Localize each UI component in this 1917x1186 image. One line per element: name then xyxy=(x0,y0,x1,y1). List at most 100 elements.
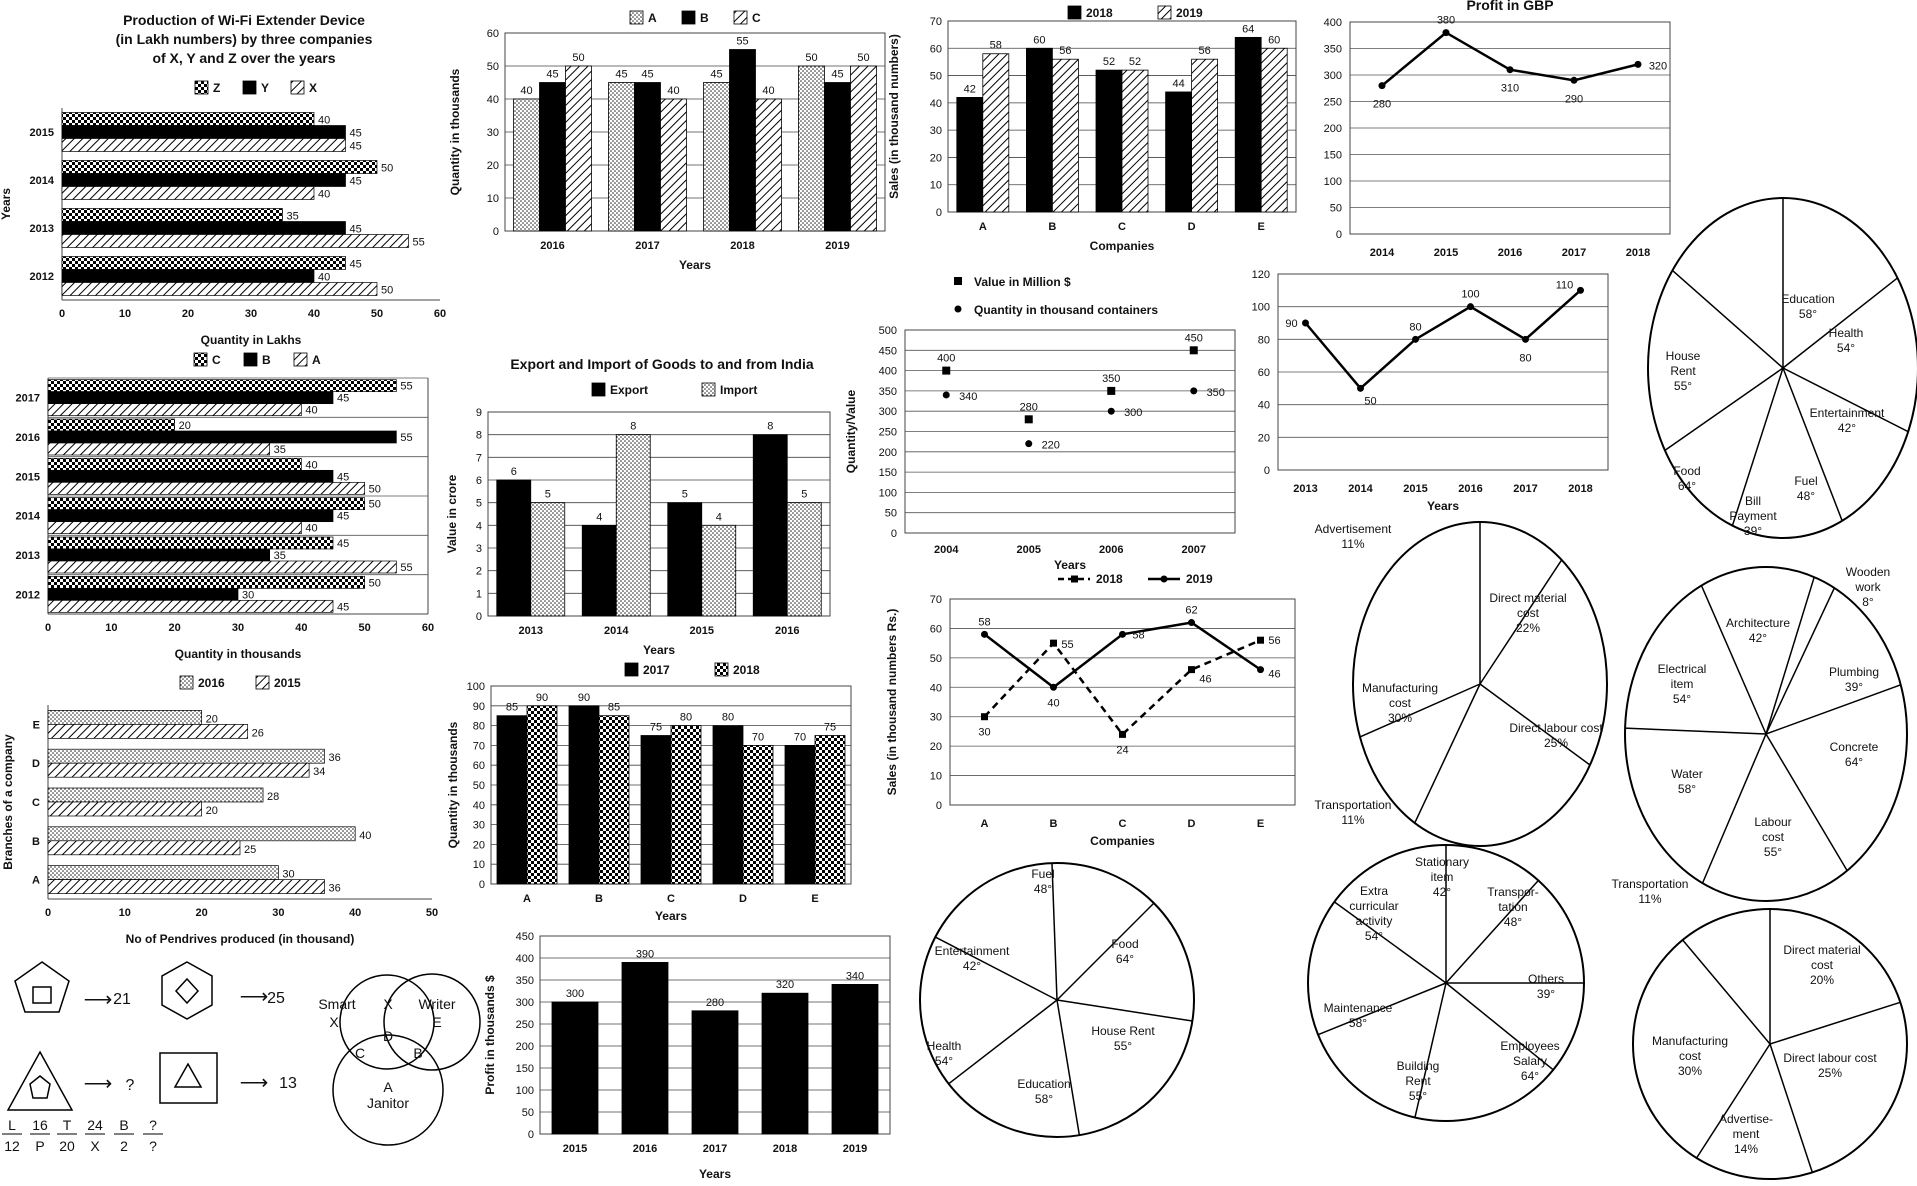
y-tick-label: 350 xyxy=(1324,44,1342,56)
x-tick-label: 2017 xyxy=(1562,247,1586,259)
slice-label: Manufacturing xyxy=(1652,1034,1728,1048)
data-label: 50 xyxy=(369,483,381,495)
x-tick-label: 50 xyxy=(371,308,383,320)
plot-frame xyxy=(949,598,1296,806)
data-label: 390 xyxy=(636,948,654,960)
bar-2018-D xyxy=(742,745,774,885)
x-tick-label: 0 xyxy=(45,622,51,634)
y-tick-label: 50 xyxy=(1330,203,1342,215)
bar-Export-2013 xyxy=(496,479,532,617)
x-axis-title: Companies xyxy=(1090,834,1155,848)
y-tick-label: 30 xyxy=(930,125,942,137)
y-tick-label: 40 xyxy=(930,682,942,694)
y-axis-title: Sales (in thousand numbers Rs.) xyxy=(885,609,899,796)
rectangle-shape xyxy=(159,1052,218,1104)
bar-A-2015 xyxy=(47,481,366,495)
y-axis-title: Years xyxy=(0,188,13,220)
data-label: 90 xyxy=(578,692,590,704)
slice-label: item xyxy=(1431,870,1454,884)
legend-swatch xyxy=(733,10,748,25)
slice-label: tation xyxy=(1498,900,1527,914)
data-label: 50 xyxy=(381,285,393,297)
data-label: 40 xyxy=(305,405,317,417)
data-label: 380 xyxy=(1437,15,1455,27)
x-tick-label: E xyxy=(811,893,818,905)
x-tick-label: D xyxy=(1188,221,1196,233)
bar-2018-B xyxy=(1026,47,1053,213)
slice-label: Building xyxy=(1397,1059,1440,1073)
slice-value: 64° xyxy=(1845,755,1863,769)
data-label: 55 xyxy=(400,562,412,574)
slice-education xyxy=(948,999,1058,1085)
slice-value: 54° xyxy=(935,1054,953,1068)
x-tick-label: A xyxy=(981,818,989,830)
x-axis-title: Quantity in Lakhs xyxy=(201,333,302,347)
data-label: 50 xyxy=(1364,395,1376,407)
legend-label: C xyxy=(752,11,761,25)
x-tick-label: 2018 xyxy=(730,240,754,252)
x-tick-label: D xyxy=(1188,818,1196,830)
slice-building-rent xyxy=(1414,982,1447,1118)
y-tick-label: 70 xyxy=(930,594,942,606)
slice-food xyxy=(1664,367,1784,452)
point-marker xyxy=(1107,407,1115,415)
fraction-top: T xyxy=(63,1117,72,1133)
bar-X-2014 xyxy=(61,186,315,200)
y-tick-label: 10 xyxy=(473,859,485,871)
y-tick-label: 20 xyxy=(1258,432,1270,444)
shape-result: 13 xyxy=(279,1075,297,1092)
slice-label: Extra xyxy=(1360,884,1388,898)
point-marker xyxy=(1189,346,1198,355)
slice-label: Architecture xyxy=(1726,616,1790,630)
chart-title: Export and Import of Goods to and from I… xyxy=(510,356,814,372)
slice-label: Food xyxy=(1111,937,1138,951)
slice-label: Salary xyxy=(1513,1054,1547,1068)
y-tick-label: 2013 xyxy=(16,550,40,562)
bar-C-2019 xyxy=(850,65,877,232)
legend-swatch xyxy=(629,10,644,25)
pentagon-shape xyxy=(14,961,70,1013)
slice-label: Direct labour cost xyxy=(1509,721,1603,735)
slice-direct-material-cost xyxy=(1479,559,1563,685)
point-marker xyxy=(1257,636,1264,644)
slice-entertainment xyxy=(1051,863,1058,1001)
y-tick-label: 250 xyxy=(516,1019,534,1031)
data-label: 45 xyxy=(710,69,722,81)
bar-2018-A xyxy=(526,705,558,885)
legend-label: Value in Million $ xyxy=(974,275,1071,289)
bar-C-2018 xyxy=(755,98,782,232)
y-tick-label: C xyxy=(32,797,40,809)
legend-label: Quantity in thousand containers xyxy=(974,303,1158,317)
inner-square-shape xyxy=(32,986,52,1004)
y-tick-label: 250 xyxy=(1324,97,1342,109)
shape-result: 21 xyxy=(113,991,131,1008)
bar-Export-2014 xyxy=(581,524,617,617)
x-tick-label: 2004 xyxy=(934,544,959,556)
bar-B-2018 xyxy=(729,49,756,232)
arrow-icon: ⟶ xyxy=(84,989,113,1011)
fraction-top: 24 xyxy=(87,1117,103,1133)
x-tick-label: D xyxy=(739,893,747,905)
y-tick-label: 2012 xyxy=(16,589,40,601)
x-tick-label: 2014 xyxy=(1348,483,1373,495)
slice-label: Education xyxy=(1781,292,1834,306)
data-label: 55 xyxy=(1061,639,1073,651)
y-tick-label: 100 xyxy=(516,1085,534,1097)
slice-value: 55° xyxy=(1674,379,1692,393)
legend-swatch xyxy=(1157,5,1172,20)
slice-value: 22% xyxy=(1516,621,1540,635)
data-label: 50 xyxy=(369,499,381,511)
y-tick-label: 150 xyxy=(879,467,897,479)
bar-Profit-2018 xyxy=(761,992,809,1135)
data-label: 45 xyxy=(350,176,362,188)
slice-label: cost xyxy=(1389,696,1412,710)
slice-label: Electrical xyxy=(1658,662,1707,676)
data-label: 30 xyxy=(282,869,294,881)
x-tick-label: A xyxy=(979,221,987,233)
data-label: 300 xyxy=(1124,407,1142,419)
legend-label: A xyxy=(648,11,657,25)
bar-A-2018 xyxy=(703,82,730,232)
puzzle-figures: ⟶ 21 ⟶25⟶? ⟶ 13SmartXWriterEXCDBAJanitorL121… xyxy=(2,961,481,1154)
x-tick-label: 2017 xyxy=(703,1143,727,1155)
data-label: 45 xyxy=(350,128,362,140)
